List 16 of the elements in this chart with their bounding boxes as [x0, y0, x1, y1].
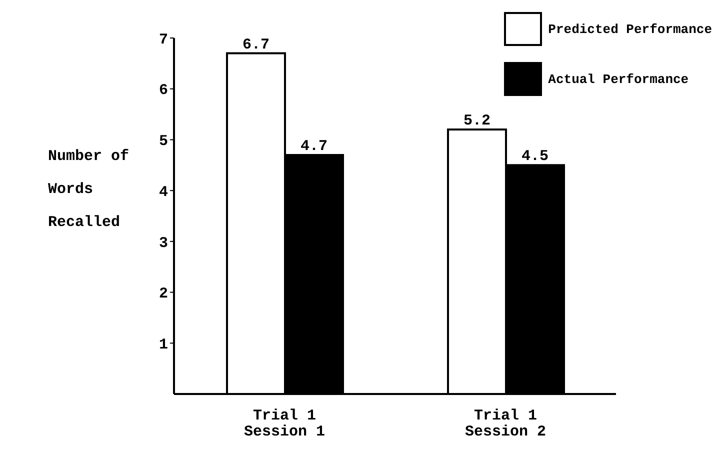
y-tick-label: 4 [158, 184, 168, 201]
x-tick-label: Trial 1 Session 2 [464, 408, 546, 440]
y-tick-label: 7 [158, 31, 168, 48]
y-tick-label: 3 [158, 234, 168, 252]
y-tick-label: 1 [158, 336, 168, 354]
y-tick-label: 6 [158, 82, 168, 100]
data-label: 4.5 [521, 148, 549, 166]
data-label: 6.7 [242, 36, 270, 54]
y-tick-label: 5 [158, 133, 168, 150]
data-label: 4.7 [300, 138, 328, 155]
y-tick-label: 2 [158, 286, 168, 303]
text: Actual Performance [548, 72, 689, 86]
x-tick-label: Trial 1 Session 1 [244, 408, 326, 440]
data-label: 5.2 [463, 112, 491, 130]
text: Predicted Performance [548, 22, 712, 36]
y-axis-title: Number of Words Recalled [48, 148, 130, 231]
